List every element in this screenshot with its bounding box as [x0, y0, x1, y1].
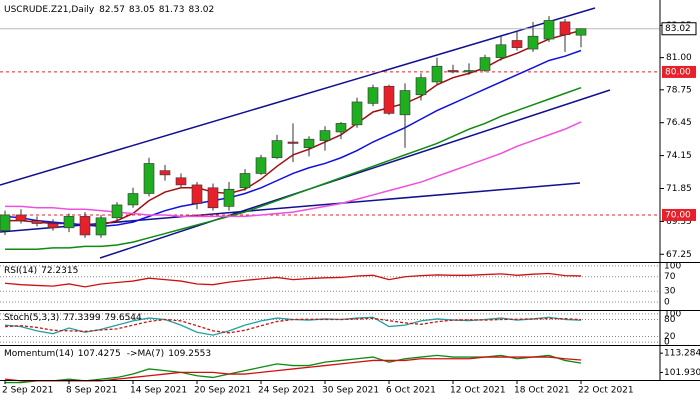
reading: 77.3399: [63, 313, 100, 323]
y-tick-label: 80: [664, 315, 676, 325]
candle-body: [191, 184, 203, 204]
reading: 79.6544: [105, 313, 142, 323]
x-tick-label: 12 Oct 2021: [450, 386, 506, 396]
candle-body: [575, 28, 587, 36]
candle-body: [0, 214, 11, 231]
indicator-line: [4, 272, 582, 288]
moving-average: [5, 86, 582, 251]
y-tick-label: 0: [664, 298, 670, 308]
ohlc-value: 82.57: [99, 5, 125, 15]
candle-body: [239, 173, 251, 189]
y-tick-label: 113.2845: [664, 349, 700, 359]
x-tick-label: 24 Sep 2021: [258, 386, 315, 396]
level-box: [662, 65, 696, 78]
candle-body: [383, 85, 395, 114]
level-label: 80.00: [665, 67, 691, 77]
y-tick-label: 101.9305: [664, 368, 700, 378]
candle-body: [351, 101, 363, 126]
indicator: ->MA(7): [127, 349, 164, 359]
indicator: Stoch(5,3,3): [4, 313, 59, 323]
y-tick-label: 30: [664, 287, 676, 297]
level-label: 70.00: [665, 210, 691, 220]
candle-body: [127, 193, 139, 206]
y-tick-label: 71.85: [666, 184, 692, 194]
y-tick-label: 100: [664, 309, 681, 319]
candle-body: [287, 141, 299, 144]
x-tick-label: 14 Sep 2021: [130, 386, 187, 396]
y-tick-label: 69.55: [666, 217, 692, 227]
candle-body: [207, 187, 219, 209]
candle-body: [559, 21, 571, 36]
candle-body: [255, 157, 267, 174]
candle-body: [159, 170, 171, 176]
panel-title: RSI(14) 72.2315: [4, 266, 78, 276]
candle-body: [79, 216, 91, 236]
y-tick-label: 76.45: [666, 118, 692, 128]
candle-body: [479, 57, 491, 71]
candle-body: [367, 87, 379, 104]
y-tick-label: 20: [664, 332, 676, 342]
channel-upper: [0, 7, 596, 186]
y-tick-label: 81.00: [666, 53, 692, 63]
indicator-line: [4, 317, 582, 334]
candle-body: [303, 138, 315, 149]
ohlc-value: 83.05: [129, 5, 155, 15]
plot-layer: [0, 16, 660, 384]
y-tick-label: 100: [664, 261, 681, 271]
moving-average: [5, 121, 582, 218]
panel-title: Stoch(5,3,3) 77.3399 79.6544: [4, 313, 142, 323]
candle-body: [63, 216, 75, 229]
candle-body: [271, 140, 283, 159]
candle-body: [543, 20, 555, 40]
panel-title: Momentum(14) 107.4275 ->MA(7) 109.2553: [4, 349, 211, 359]
candle-body: [31, 220, 43, 224]
candle-body: [447, 70, 459, 73]
candle-body: [223, 188, 235, 207]
x-tick-label: 22 Oct 2021: [578, 386, 634, 396]
indicator: RSI(14): [4, 266, 37, 276]
last-price-box: [661, 22, 697, 36]
y-tick-label: 78.75: [666, 85, 692, 95]
candle-body: [527, 35, 539, 50]
candle-body: [399, 90, 411, 116]
x-tick-label: 18 Oct 2021: [514, 386, 570, 396]
indicator: Momentum(14): [4, 349, 74, 359]
candle-body: [15, 214, 27, 221]
y-tick-label: 70: [664, 272, 676, 282]
x-tick-label: 20 Sep 2021: [194, 386, 251, 396]
candle-body: [495, 44, 507, 58]
y-tick-label: 74.15: [666, 151, 692, 161]
channel-lower: [99, 89, 611, 259]
candle-body: [111, 204, 123, 219]
candle-body: [463, 70, 475, 73]
x-tick-label: 30 Sep 2021: [322, 386, 379, 396]
candle-body: [511, 40, 523, 48]
level-box: [662, 208, 696, 221]
x-tick-label: 6 Oct 2021: [386, 386, 436, 396]
ohlc-value: 83.02: [188, 5, 214, 15]
reading: 109.2553: [168, 349, 211, 359]
candle-body: [415, 77, 427, 96]
symbol: USCRUDE.Z21,Daily: [4, 5, 95, 15]
reading: 72.2315: [41, 266, 78, 276]
last-price-label: 83.02: [665, 24, 691, 34]
chart-title: USCRUDE.Z21,Daily 82.57 83.05 81.73 83.02: [4, 5, 214, 15]
ohlc-value: 81.73: [159, 5, 185, 15]
x-tick-label: 2 Sep 2021: [2, 386, 53, 396]
candle-body: [335, 123, 347, 133]
y-tick-label: 67.25: [666, 250, 692, 260]
y-tick-label: 0: [664, 338, 670, 348]
candle-body: [175, 177, 187, 186]
reading: 107.4275: [78, 349, 121, 359]
x-tick-label: 8 Sep 2021: [66, 386, 117, 396]
candle-body: [95, 217, 107, 236]
candle-body: [143, 163, 155, 194]
candle-body: [431, 65, 443, 83]
candle-body: [47, 223, 59, 229]
candle-body: [319, 130, 331, 141]
